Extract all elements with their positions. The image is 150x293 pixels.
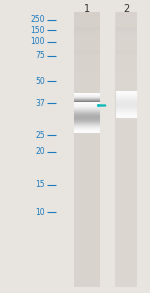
Text: 10: 10 bbox=[35, 208, 45, 217]
Text: 250: 250 bbox=[30, 16, 45, 24]
Text: 37: 37 bbox=[35, 99, 45, 108]
Text: 25: 25 bbox=[35, 131, 45, 140]
Text: 20: 20 bbox=[35, 147, 45, 156]
Text: 100: 100 bbox=[30, 37, 45, 46]
Text: 75: 75 bbox=[35, 51, 45, 60]
Text: 15: 15 bbox=[35, 180, 45, 189]
Text: 1: 1 bbox=[84, 4, 90, 14]
Text: 2: 2 bbox=[123, 4, 129, 14]
Bar bbox=[115, 12, 137, 287]
Text: 50: 50 bbox=[35, 77, 45, 86]
Bar bbox=[74, 12, 100, 287]
Text: 150: 150 bbox=[30, 26, 45, 35]
